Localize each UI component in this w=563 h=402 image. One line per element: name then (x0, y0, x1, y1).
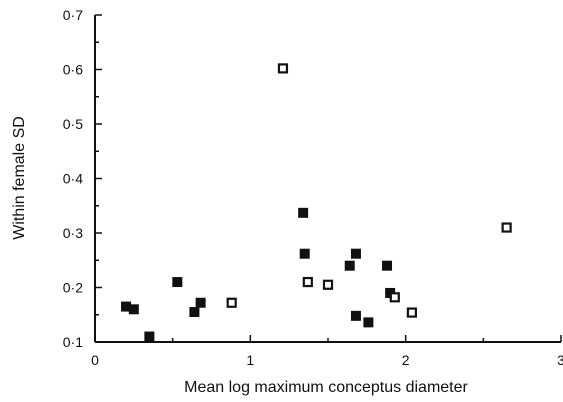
open-square-point (389, 292, 400, 303)
filled-square-point (195, 297, 206, 308)
y-tick-label: 0·1 (63, 334, 83, 350)
filled-square-point (128, 304, 139, 315)
filled-square-point (350, 248, 361, 259)
open-square-point (322, 279, 334, 290)
x-tick-label: 3 (557, 352, 563, 368)
x-tick-label: 1 (246, 352, 254, 368)
y-axis-title: Within female SD (11, 116, 28, 240)
open-square-point (277, 63, 289, 74)
y-tick-label: 0·3 (63, 225, 83, 241)
y-tick-label: 0·4 (63, 171, 83, 187)
x-axis-title: Mean log maximum conceptus diameter (184, 379, 468, 396)
filled-square-point (363, 317, 374, 328)
x-tick-label: 2 (402, 352, 410, 368)
y-tick-label: 0·5 (63, 116, 83, 132)
y-tick-label: 0·2 (63, 280, 83, 296)
filled-square-point (344, 260, 355, 271)
y-tick-label: 0·7 (63, 7, 83, 23)
filled-square-point (298, 207, 309, 218)
open-square-point (302, 276, 313, 288)
filled-square-point (382, 260, 393, 271)
open-square-point (226, 297, 237, 308)
axes: 0·1 0·2 0·3 0·4 0·5 0·6 0·7 0 1 2 3 (63, 7, 563, 368)
filled-square-point (350, 310, 361, 321)
filled-square-point (172, 277, 183, 288)
data-points (121, 63, 512, 342)
open-square-point (501, 222, 512, 233)
filled-square-point (144, 331, 155, 342)
y-tick-label: 0·6 (63, 62, 83, 78)
filled-square-point (299, 248, 310, 259)
x-tick-label: 0 (91, 352, 99, 368)
filled-square-point (189, 307, 200, 318)
open-square-point (406, 307, 417, 318)
